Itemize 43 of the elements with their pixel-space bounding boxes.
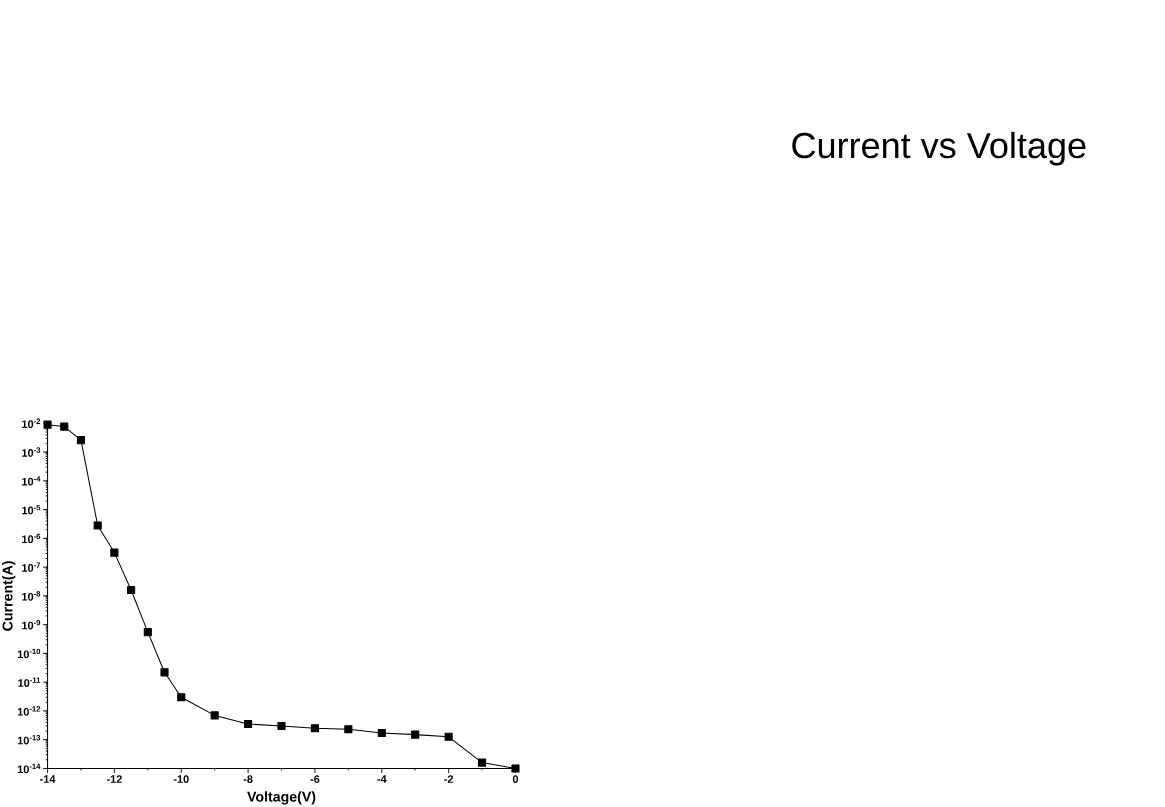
point: [511, 764, 520, 773]
point: [43, 420, 52, 429]
y-tick-label: 10$^{-7}$: [22, 562, 41, 572]
point: [444, 732, 453, 742]
point: [93, 521, 102, 530]
point: [160, 668, 169, 677]
point: [411, 730, 420, 739]
text: Current vs Voltage: [792, 131, 1086, 166]
x-tick-label: -10: [173, 775, 189, 784]
y-tick-label: 10$^{-12}$: [17, 706, 41, 716]
x-tick-label: -4: [377, 775, 387, 783]
y-tick-label: 10$^{-3}$: [22, 447, 41, 457]
y-tick-label: 10$^{-11}$: [18, 677, 41, 688]
x-tick-label: -8: [243, 775, 253, 784]
y-tick-label: 10$^{-2}$: [22, 418, 41, 429]
point: [143, 628, 152, 637]
point: [210, 711, 219, 720]
x-tick-label: 0: [512, 775, 519, 784]
point: [377, 729, 386, 738]
point: [277, 722, 286, 731]
point: [127, 586, 136, 595]
y-tick-label: 10$^{-8}$: [22, 591, 41, 601]
point: [177, 693, 186, 702]
y-tick-label: 10$^{-5}$: [22, 505, 41, 515]
point: [244, 720, 253, 729]
point: [110, 548, 119, 557]
x-axis-title: Voltage(V): [247, 791, 316, 805]
x-tick-label: -14: [40, 775, 56, 783]
y-tick-label: 10$^{-14}$: [17, 763, 41, 774]
point: [60, 422, 69, 431]
x-tick-label: -6: [310, 775, 320, 784]
point: [477, 758, 487, 767]
y-tick-label: 10$^{-13}$: [17, 735, 41, 745]
point: [310, 724, 319, 733]
y-tick-label: 10$^{-10}$: [17, 648, 41, 659]
y-tick-label: 10$^{-9}$: [22, 620, 41, 630]
point: [344, 725, 353, 734]
y-axis-title: Current(A): [2, 561, 16, 631]
x-tick-label: -12: [106, 775, 122, 784]
point: [76, 436, 86, 445]
y-tick-label: 10$^{-4}$: [22, 476, 41, 486]
y-tick-label: 10$^{-6}$: [22, 533, 41, 544]
x-tick-label: -2: [444, 775, 454, 784]
